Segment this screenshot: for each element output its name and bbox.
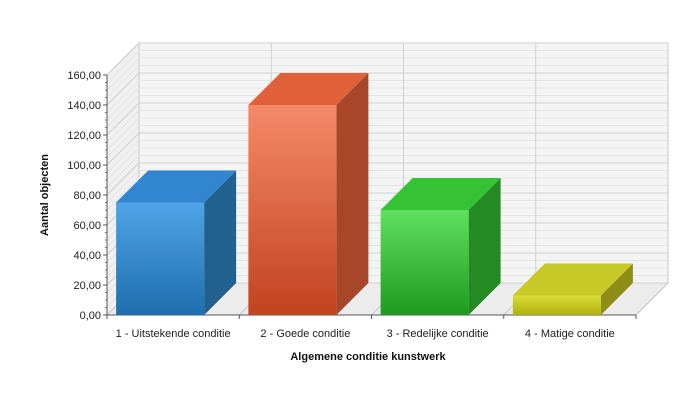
- bar: [380, 178, 501, 315]
- y-tick-label: 160,00: [67, 70, 101, 82]
- gridline-side: [106, 87, 140, 121]
- gridline-side: [106, 65, 140, 98]
- y-tick-label: 120,00: [67, 130, 101, 142]
- gridline-side: [106, 42, 140, 76]
- bar-side: [468, 178, 501, 315]
- bar-top: [380, 178, 501, 210]
- bar-top: [512, 263, 633, 296]
- bar: [116, 170, 237, 315]
- gridline-side: [106, 72, 140, 106]
- y-tick-label: 80,00: [73, 190, 101, 202]
- x-axis-ticks: 1 - Uitstekende conditie 2 - Goede condit…: [106, 315, 637, 340]
- bar: [512, 263, 633, 315]
- gridline-side: [106, 147, 140, 181]
- bar-side: [204, 170, 237, 315]
- gridline-side: [106, 110, 140, 143]
- gridline-side: [106, 170, 140, 203]
- gridline-side: [106, 125, 140, 158]
- y-tick-label: 40,00: [73, 250, 101, 262]
- y-axis-title: Aantal objecten: [39, 154, 51, 236]
- bars: [116, 73, 633, 315]
- x-tick-label: 1 - Uitstekende conditie: [116, 328, 231, 340]
- x-tick-label: 3 - Redelijke conditie: [387, 328, 489, 340]
- bar-side: [336, 73, 369, 315]
- bar: [248, 73, 369, 315]
- y-tick-label: 20,00: [73, 280, 101, 292]
- gridline-side: [106, 177, 140, 211]
- bar-front: [380, 210, 469, 315]
- x-tick-label: 2 - Goede conditie: [260, 328, 350, 340]
- gridline-side: [106, 140, 140, 173]
- gridline-side: [106, 155, 140, 188]
- bar-side: [600, 263, 633, 315]
- bar-front: [116, 202, 205, 315]
- gridline-side: [106, 95, 140, 128]
- bar-front: [512, 295, 601, 315]
- x-tick-label: 4 - Matige conditie: [525, 328, 615, 340]
- bar-front: [248, 105, 337, 315]
- gridline-side: [106, 117, 140, 151]
- gridline-side: [106, 50, 140, 83]
- y-tick-label: 100,00: [67, 160, 101, 172]
- y-axis-ticks: 0,00 20,00 40,00 60,00 80,00 100,00 120,00 140,…: [67, 70, 107, 322]
- x-axis-title: Algemene conditie kunstwerk: [290, 351, 446, 363]
- gridline-side: [106, 80, 140, 113]
- gridline-side: [106, 57, 140, 91]
- y-tick-label: 0,00: [80, 310, 101, 322]
- gridline-side: [106, 102, 140, 136]
- gridline-side: [106, 132, 140, 166]
- bar-top: [248, 73, 369, 105]
- bar-top: [116, 170, 237, 203]
- gridline-side: [106, 162, 140, 196]
- y-tick-label: 140,00: [67, 100, 101, 112]
- y-tick-label: 60,00: [73, 220, 101, 232]
